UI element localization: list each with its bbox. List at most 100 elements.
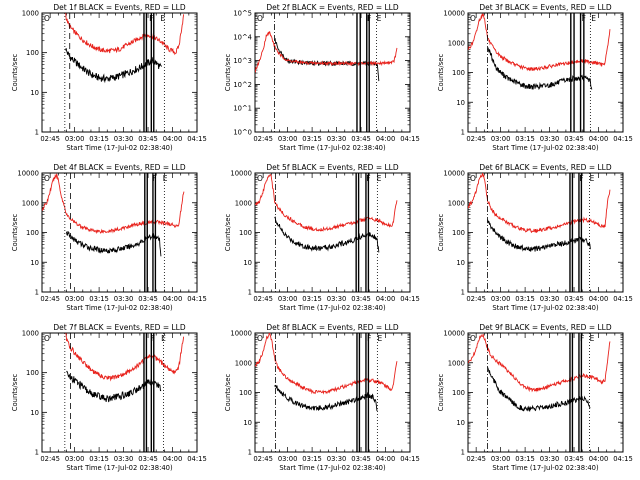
x-tick-label: 03:30 <box>327 135 347 143</box>
marker-label: E <box>377 174 382 183</box>
x-tick-label: 03:00 <box>278 135 298 143</box>
y-tick-label: 10000 <box>17 170 39 178</box>
x-tick-label: 03:30 <box>327 455 347 463</box>
panel-title: Det 1f BLACK = Events, RED = LLD <box>53 3 186 12</box>
y-tick-label: 10^4 <box>233 33 252 41</box>
y-axis-label: Counts/sec <box>224 374 232 412</box>
panel-det9f: Det 9f BLACK = Events, RED = LLD 1 10 100 10… <box>437 323 633 472</box>
y-tick-label: 1 <box>461 449 465 457</box>
x-tick-label: 03:15 <box>89 135 109 143</box>
x-tick-label: 03:00 <box>278 295 298 303</box>
plot-frame <box>467 172 624 293</box>
events-series-line <box>65 48 162 84</box>
x-tick-label: 02:45 <box>253 135 273 143</box>
x-tick-label: 03:45 <box>351 455 371 463</box>
x-tick-label: 04:00 <box>376 295 396 303</box>
plot-frame <box>41 12 198 133</box>
marker-label: E <box>591 14 596 23</box>
x-tick-label: 04:15 <box>187 135 207 143</box>
x-tick-label: 02:45 <box>466 135 486 143</box>
y-tick-label: 100 <box>452 69 465 77</box>
panel-det8f: Det 8f BLACK = Events, RED = LLD 1 10 100 10… <box>224 323 420 472</box>
y-tick-label: 10000 <box>443 330 465 338</box>
y-tick-label: 100 <box>452 229 465 237</box>
curves <box>65 333 185 403</box>
x-tick-label: 03:30 <box>114 455 134 463</box>
corner-label: O <box>257 14 263 23</box>
x-tick-label: 04:15 <box>400 455 420 463</box>
x-tick-label: 03:15 <box>302 455 322 463</box>
y-tick-label: 1000 <box>235 199 252 207</box>
y-tick-label: 10^5 <box>233 10 252 18</box>
x-tick-label: 03:15 <box>515 455 535 463</box>
marker-label: E <box>160 14 165 23</box>
curves <box>468 13 611 91</box>
y-tick-label: 1 <box>461 289 465 297</box>
y-tick-label: 10 <box>243 259 252 267</box>
x-tick-label: 03:00 <box>65 295 85 303</box>
curves <box>468 173 611 252</box>
marker-label: F <box>367 14 371 23</box>
x-tick-label: 03:15 <box>302 295 322 303</box>
x-tick-label: 02:45 <box>466 295 486 303</box>
marker-label: E <box>161 334 166 343</box>
curves <box>255 31 398 82</box>
panel-title: Det 5f BLACK = Events, RED = LLD <box>266 163 399 172</box>
y-tick-label: 10 <box>30 409 39 417</box>
x-tick-label: 04:00 <box>163 135 183 143</box>
x-tick-label: 04:15 <box>613 295 633 303</box>
y-axis-label: Counts/sec <box>437 54 445 92</box>
lld-series-line <box>65 333 185 382</box>
x-tick-label: 03:45 <box>564 295 584 303</box>
corner-label: O <box>470 334 476 343</box>
y-tick-label: 10 <box>30 259 39 267</box>
corner-label: O <box>470 174 476 183</box>
plot-frame <box>41 172 198 293</box>
y-tick-label: 100 <box>26 369 39 377</box>
y-axis-label: Counts/sec <box>11 374 19 412</box>
lld-series-line <box>468 173 611 234</box>
x-tick-label: 04:00 <box>589 455 609 463</box>
marker-label: F <box>579 174 583 183</box>
x-tick-label: 03:30 <box>114 295 134 303</box>
y-tick-label: 1 <box>35 289 39 297</box>
x-tick-label: 03:45 <box>351 295 371 303</box>
y-tick-label: 10 <box>456 419 465 427</box>
lld-series-line <box>255 31 398 73</box>
x-tick-label: 03:45 <box>564 455 584 463</box>
x-tick-label: 04:00 <box>589 135 609 143</box>
x-tick-label: 04:15 <box>613 455 633 463</box>
events-series-line <box>274 216 380 253</box>
x-tick-label: 03:00 <box>278 455 298 463</box>
y-tick-label: 10 <box>243 419 252 427</box>
y-axis-label: Counts/sec <box>224 54 232 92</box>
corner-label: O <box>257 174 263 183</box>
x-tick-label: 02:45 <box>40 455 60 463</box>
y-tick-label: 100 <box>26 229 39 237</box>
x-axis-label: Start Time (17-Jul-02 02:38:40) <box>492 144 599 152</box>
lld-series-line <box>468 333 611 393</box>
marker-label: E <box>590 334 595 343</box>
marker-label: E <box>163 174 168 183</box>
x-tick-label: 03:30 <box>540 455 560 463</box>
y-tick-label: 10^3 <box>233 57 252 65</box>
y-tick-label: 1000 <box>448 199 465 207</box>
y-tick-label: 1000 <box>22 10 39 18</box>
x-tick-label: 03:15 <box>515 135 535 143</box>
corner-label: O <box>470 14 476 23</box>
panel-det7f: Det 7f BLACK = Events, RED = LLD 1 10 100 10… <box>11 323 207 472</box>
marker-label: E <box>377 334 382 343</box>
marker-label: F <box>582 14 586 23</box>
plot-frame <box>254 12 411 133</box>
y-tick-label: 10000 <box>443 170 465 178</box>
y-axis-label: Counts/sec <box>11 214 19 252</box>
events-series-line <box>487 47 593 91</box>
y-tick-label: 1000 <box>448 39 465 47</box>
events-series-line <box>487 219 591 252</box>
x-tick-label: 03:15 <box>515 295 535 303</box>
marker-label: E <box>377 14 382 23</box>
marker-label: F <box>149 14 153 23</box>
panel-title: Det 4f BLACK = Events, RED = LLD <box>53 163 186 172</box>
lld-series-line <box>468 13 611 72</box>
x-axis-label: Start Time (17-Jul-02 02:38:40) <box>492 304 599 312</box>
